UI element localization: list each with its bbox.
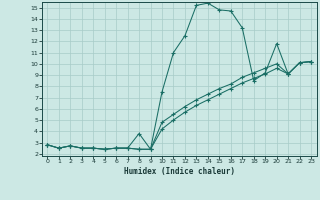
- X-axis label: Humidex (Indice chaleur): Humidex (Indice chaleur): [124, 167, 235, 176]
